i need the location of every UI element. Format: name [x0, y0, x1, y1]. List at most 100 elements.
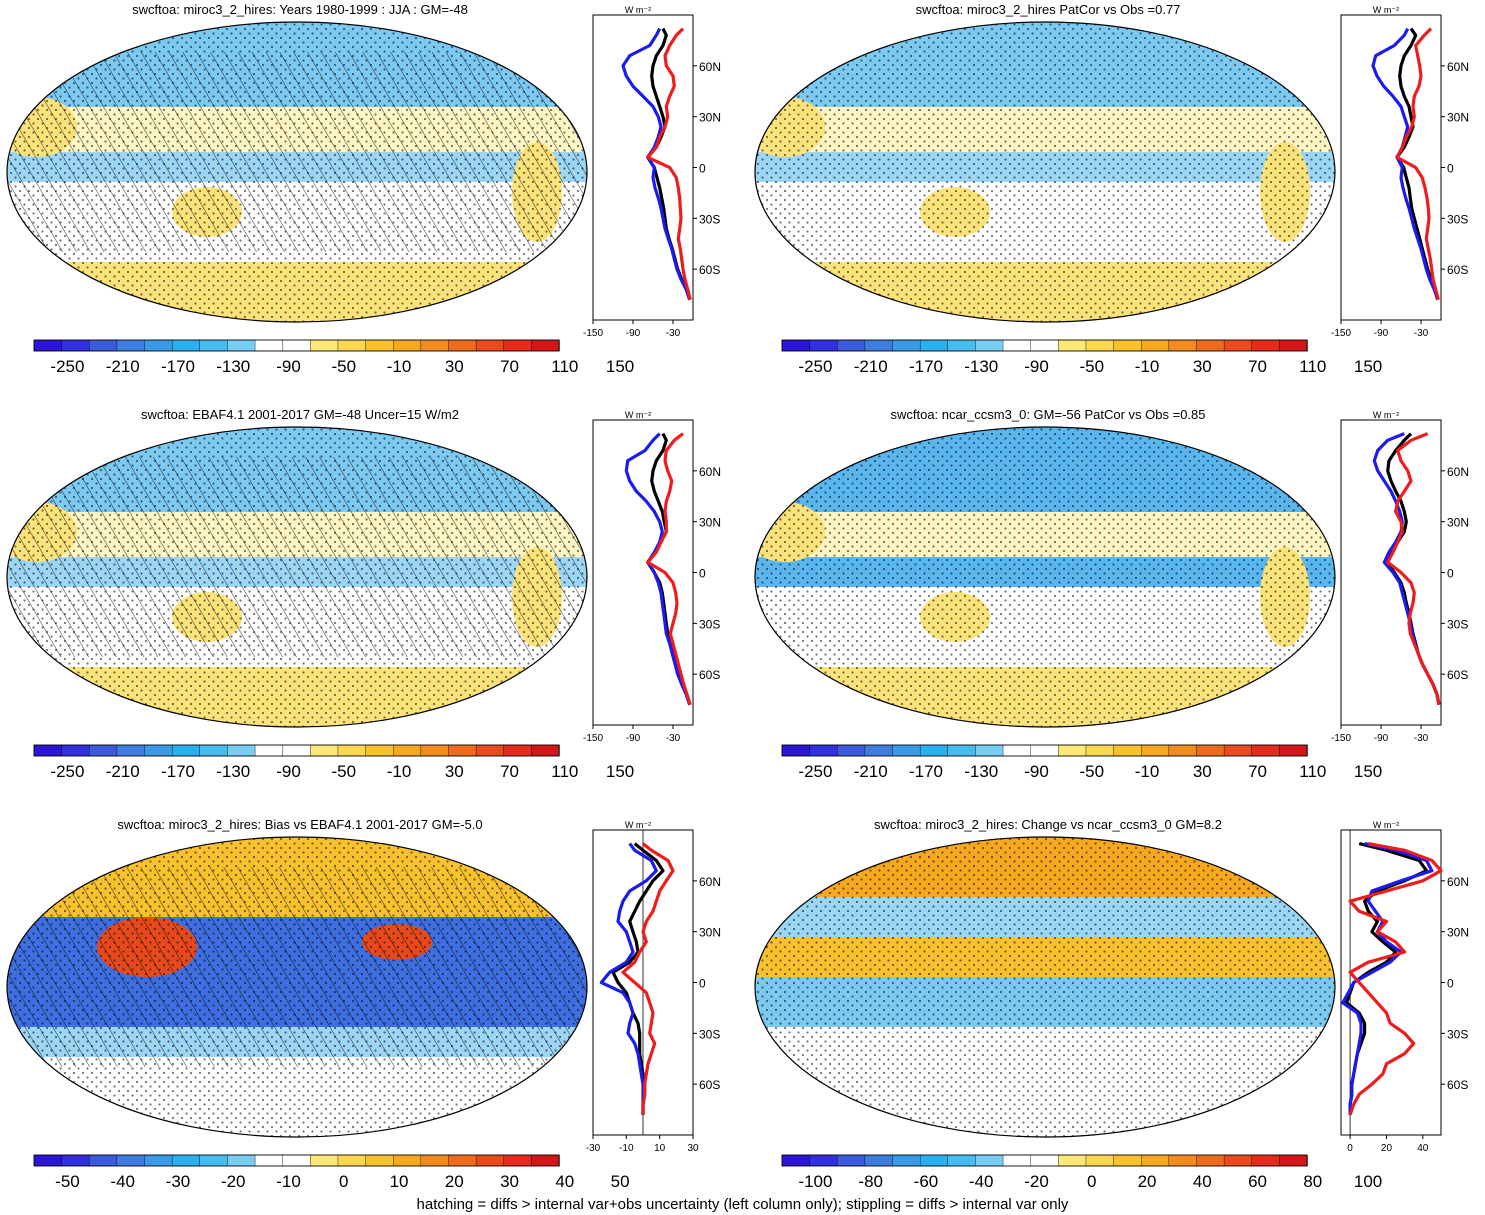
profile-x-tick-label: -90: [1374, 733, 1389, 744]
colorbar-label: 70: [500, 357, 519, 376]
panel-title: swcftoa: miroc3_2_hires PatCor vs Obs =0…: [916, 2, 1181, 17]
lat-tick-label: 60S: [699, 263, 720, 277]
colorbar-swatch: [61, 1154, 90, 1167]
colorbar-label: -20: [221, 1172, 246, 1191]
colorbar-swatch: [1002, 339, 1032, 352]
colorbar-swatch: [171, 339, 201, 352]
colorbar-label: 80: [1303, 1172, 1322, 1191]
colorbar-label: 30: [1193, 762, 1212, 781]
colorbar-swatch: [254, 744, 284, 757]
profile-line-red: [621, 842, 675, 1115]
colorbar-swatch: [809, 339, 838, 352]
colorbar-swatch: [144, 1154, 173, 1167]
colorbar-swatch: [1141, 1154, 1170, 1167]
colorbar-swatch: [781, 339, 811, 352]
colorbar-swatch: [33, 1154, 63, 1167]
colorbar-label: -250: [798, 357, 832, 376]
colorbar-label: -90: [1024, 762, 1049, 781]
colorbar-swatch: [919, 744, 949, 757]
colorbar-label: 60: [1248, 1172, 1267, 1191]
profile-x-tick-label: -150: [583, 328, 603, 339]
colorbar-swatch: [420, 339, 450, 352]
colorbar-swatch: [393, 744, 422, 757]
colorbar-swatch: [975, 339, 1004, 352]
colorbar-label: -100: [798, 1172, 832, 1191]
colorbar-swatch: [975, 1154, 1004, 1167]
colorbar-swatch: [837, 744, 866, 757]
profile-x-tick-label: -90: [626, 328, 641, 339]
colorbar-label: -250: [50, 357, 84, 376]
profile-x-tick-label: -150: [1331, 733, 1351, 744]
colorbar-swatch: [282, 1154, 312, 1167]
profile-x-tick-label: -30: [666, 733, 681, 744]
lat-tick-label: 30N: [1447, 111, 1469, 125]
profile-line-black: [611, 842, 665, 1115]
colorbar-swatch: [1279, 744, 1308, 757]
colorbar-swatch: [1223, 744, 1253, 757]
profile-x-tick-label: -10: [619, 1143, 634, 1154]
colorbar-label: 30: [1193, 357, 1212, 376]
panel-title: swcftoa: miroc3_2_hires: Change vs ncar_…: [874, 817, 1222, 832]
colorbar-label: 150: [606, 762, 634, 781]
colorbar-swatch: [892, 339, 921, 352]
colorbar-swatch: [1030, 744, 1060, 757]
panel-model-clim: swcftoa: miroc3_2_hires: Years 1980-1999…: [6, 2, 721, 376]
profile-line-blue: [1372, 432, 1441, 706]
colorbar-swatch: [947, 1154, 977, 1167]
colorbar-label: 110: [551, 357, 578, 376]
colorbar-swatch: [393, 339, 422, 352]
lat-tick-label: 60S: [1447, 1078, 1468, 1092]
colorbar-swatch: [282, 744, 312, 757]
colorbar-label: -50: [1079, 357, 1104, 376]
lat-tick-label: 60N: [1447, 465, 1469, 479]
colorbar-label: 10: [390, 1172, 409, 1191]
colorbar-swatch: [365, 339, 394, 352]
colorbar-swatch: [1113, 339, 1142, 352]
colorbar-swatch: [947, 744, 977, 757]
colorbar-swatch: [1251, 1154, 1281, 1167]
colorbar-swatch: [310, 744, 339, 757]
colorbar-label: -210: [106, 762, 140, 781]
map-outline: [6, 836, 588, 1138]
colorbar-swatch: [503, 1154, 533, 1167]
profile-line-blue: [621, 27, 692, 301]
colorbar-swatch: [337, 339, 367, 352]
lat-tick-label: 30S: [1447, 617, 1468, 631]
colorbar-label: -10: [1135, 357, 1160, 376]
colorbar-swatch: [809, 744, 838, 757]
lat-tick-label: 0: [699, 977, 706, 991]
lat-tick-label: 0: [699, 567, 706, 581]
colorbar-swatch: [892, 744, 921, 757]
colorbar-swatch: [1141, 744, 1170, 757]
colorbar-swatch: [1002, 744, 1032, 757]
stippling: [755, 22, 1335, 322]
hatching: [7, 52, 587, 252]
lat-tick-label: 0: [699, 162, 706, 176]
colorbar-label: -170: [909, 357, 943, 376]
colorbar-swatch: [919, 1154, 949, 1167]
colorbar-swatch: [282, 339, 312, 352]
colorbar-label: 40: [1193, 1172, 1212, 1191]
stippling: [755, 427, 1335, 727]
colorbar-label: -80: [858, 1172, 883, 1191]
map-field: [755, 837, 1335, 1137]
profile-x-tick-label: 20: [1381, 1143, 1393, 1154]
panel-model2-clim: swcftoa: miroc3_2_hires PatCor vs Obs =0…: [754, 2, 1469, 376]
colorbar-swatch: [89, 1154, 118, 1167]
colorbar-swatch: [475, 744, 505, 757]
profile-line-red: [1348, 842, 1443, 1116]
colorbar-swatch: [975, 744, 1004, 757]
colorbar-label: -250: [798, 762, 832, 781]
colorbar-swatch: [475, 1154, 505, 1167]
lat-tick-label: 60N: [699, 60, 721, 74]
panel-change: swcftoa: miroc3_2_hires: Change vs ncar_…: [754, 817, 1469, 1191]
colorbar-swatch: [864, 1154, 894, 1167]
colorbar-label: -210: [854, 357, 888, 376]
lat-tick-label: 60S: [699, 1078, 720, 1092]
colorbar-swatch: [837, 339, 866, 352]
colorbar-swatch: [1058, 744, 1087, 757]
colorbar-swatch: [892, 1154, 921, 1167]
lat-tick-label: 30S: [1447, 1027, 1468, 1041]
colorbar-label: 40: [555, 1172, 574, 1191]
colorbar-frame: [33, 1154, 560, 1167]
